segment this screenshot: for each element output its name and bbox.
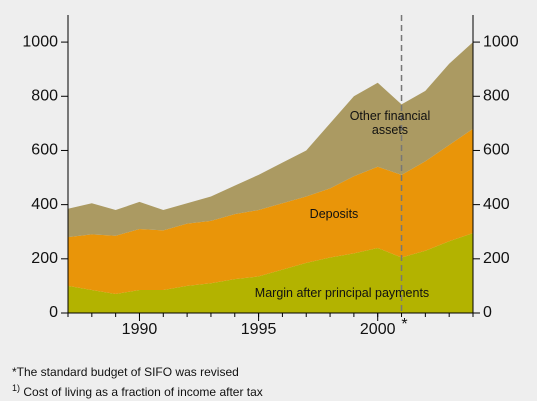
y2-tick-label: 200 — [483, 250, 510, 267]
series-label: Deposits — [309, 207, 359, 221]
footnote: 1) Cost of living as a fraction of incom… — [12, 383, 263, 399]
series-label: Other financial assets — [349, 109, 431, 137]
y-tick-label: 400 — [31, 196, 58, 213]
y-tick-label: 0 — [49, 304, 58, 321]
footnote-marker: 1) — [12, 383, 21, 393]
footnote-text: Cost of living as a fraction of income a… — [20, 385, 263, 399]
x-tick-label: 1995 — [241, 321, 277, 338]
y-tick-label: 800 — [31, 87, 58, 104]
y-tick-label: 1000 — [22, 33, 58, 50]
y2-tick-label: 0 — [483, 304, 492, 321]
y2-tick-label: 400 — [483, 196, 510, 213]
area — [68, 233, 473, 313]
area — [68, 42, 473, 238]
x-tick-label: 2000 — [360, 321, 396, 338]
marker-label: * — [401, 316, 407, 333]
series-label: Margin after principal payments — [254, 286, 430, 300]
footnote: *The standard budget of SIFO was revised — [12, 365, 239, 379]
y-tick-label: 200 — [31, 250, 58, 267]
area — [68, 128, 473, 295]
y2-tick-label: 600 — [483, 142, 510, 159]
y-tick-label: 600 — [31, 142, 58, 159]
y2-tick-label: 800 — [483, 87, 510, 104]
y2-tick-label: 1000 — [483, 33, 519, 50]
x-tick-label: 1990 — [122, 321, 158, 338]
